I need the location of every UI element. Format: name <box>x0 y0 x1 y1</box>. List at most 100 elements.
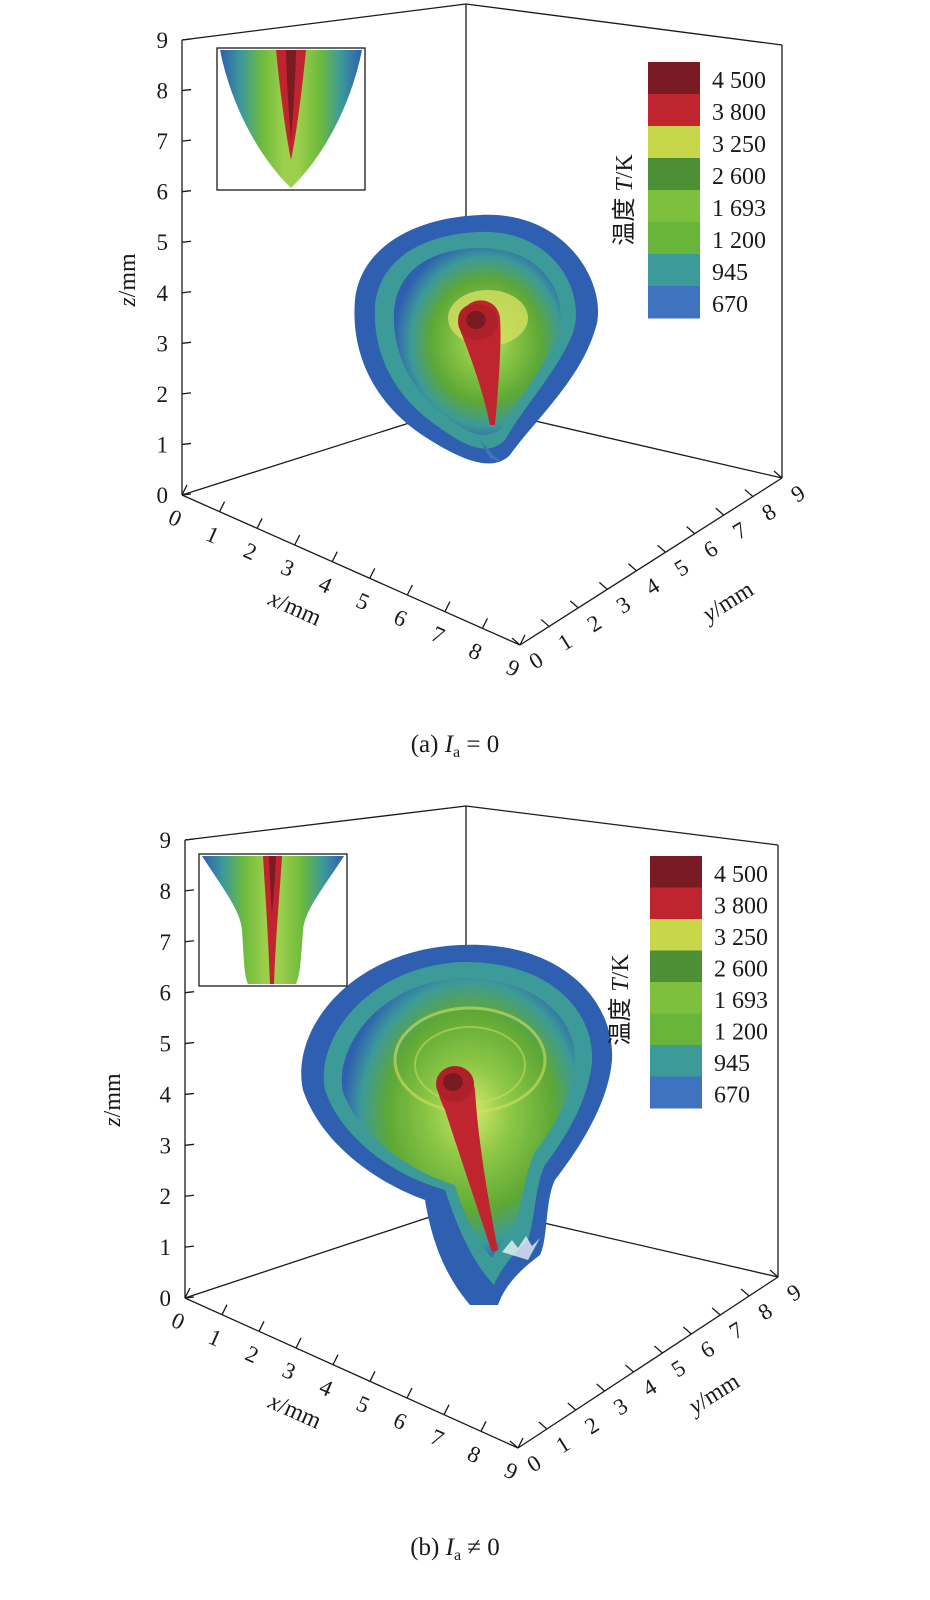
colorbar-swatch <box>648 94 700 127</box>
z-tick <box>184 1143 195 1146</box>
x-tick <box>369 568 376 579</box>
z-tick <box>184 1296 195 1299</box>
z-tick <box>184 1194 195 1197</box>
z-axis-b: 0 1 2 3 4 5 6 7 8 9 <box>160 828 195 1311</box>
z-tick <box>181 139 192 142</box>
y-tick-label: 3 <box>609 1393 632 1420</box>
colorbar-swatch <box>648 62 700 95</box>
colorbar-a: 4 500 3 800 3 250 2 600 1 693 1 200 945 670 温度 … <box>611 62 766 319</box>
colorbar-level-label: 945 <box>714 1051 750 1077</box>
z-tick <box>181 240 192 243</box>
x-tick-label: 4 <box>315 571 336 599</box>
y-tick <box>511 637 521 646</box>
x-tick-label: 5 <box>352 588 373 616</box>
x-tick <box>331 551 338 562</box>
y-tick-label: 3 <box>612 591 635 618</box>
colorbar-swatch <box>650 856 702 888</box>
y-tick-label: 4 <box>641 573 664 601</box>
x-tick <box>480 1421 487 1432</box>
x-tick <box>295 1337 302 1349</box>
z-tick <box>181 88 192 92</box>
colorbar-level-label: 3 800 <box>712 100 766 126</box>
z-tick <box>181 291 192 294</box>
y-tick-label: 8 <box>757 499 780 526</box>
colorbar-swatch <box>650 887 702 920</box>
x-tick <box>256 518 263 529</box>
colorbar-swatch <box>650 1076 702 1109</box>
y-tick-label: 7 <box>725 1317 748 1344</box>
y-tick <box>625 1364 634 1373</box>
x-tick <box>519 634 526 646</box>
colorbar-swatch <box>650 919 702 951</box>
x-tick-label: 7 <box>428 621 449 649</box>
z-tick-label: 4 <box>160 1082 172 1107</box>
y-tick <box>711 1307 721 1316</box>
z-tick-label: 3 <box>157 331 169 356</box>
z-axis-title-a: z/mm <box>115 253 141 308</box>
z-tick-label: 1 <box>160 1235 172 1260</box>
x-tick <box>481 618 489 629</box>
x-tick-label: 9 <box>503 654 524 682</box>
colorbar-swatch <box>648 254 700 287</box>
z-tick-label: 5 <box>157 230 169 255</box>
colorbar-level-label: 4 500 <box>714 862 768 888</box>
y-tick <box>773 470 783 479</box>
colorbar-title-b: 温度 T/K <box>607 954 634 1046</box>
x-tick-label: 7 <box>427 1424 448 1452</box>
x-tick-label: 8 <box>465 638 486 666</box>
z-tick <box>184 991 195 994</box>
colorbar-swatch <box>648 286 700 319</box>
z-tick-label: 2 <box>157 382 169 407</box>
z-tick <box>184 940 195 943</box>
y-tick-label: 1 <box>554 628 577 655</box>
colorbar-swatch <box>648 158 700 191</box>
x-tick <box>218 501 226 512</box>
colorbar-level-label: 1 693 <box>712 196 766 222</box>
y-tick <box>596 1383 606 1392</box>
z-tick <box>184 1245 195 1248</box>
caption-a: (a) Ia = 0 <box>411 731 500 761</box>
z-tick-label: 0 <box>157 483 169 508</box>
x-tick-label: 3 <box>277 554 298 582</box>
colorbar-level-label: 1 200 <box>712 228 766 254</box>
colorbar-level-label: 670 <box>714 1082 750 1108</box>
y-tick-label: 5 <box>670 554 693 581</box>
colorbar-swatch <box>650 1045 702 1077</box>
y-tick <box>769 1269 779 1278</box>
colorbar-level-label: 1 693 <box>714 988 768 1014</box>
y-tick-label: 9 <box>783 1279 806 1306</box>
z-tick <box>184 838 195 841</box>
y-tick <box>567 1402 577 1411</box>
z-tick-label: 1 <box>157 432 169 457</box>
x-tick-label: 0 <box>168 1307 189 1335</box>
z-tick <box>181 38 192 41</box>
x-tick-label: 2 <box>240 538 261 566</box>
colorbar-level-label: 670 <box>712 292 748 318</box>
colorbar-level-label: 4 500 <box>712 68 766 94</box>
x-tick-label: 6 <box>390 1407 411 1435</box>
caption-b: (b) Ia ≠ 0 <box>410 1534 500 1564</box>
y-tick-label: 0 <box>523 1450 546 1477</box>
y-tick <box>540 618 550 627</box>
colorbar-level-label: 3 800 <box>714 893 768 919</box>
z-tick <box>181 190 192 193</box>
y-tick-label: 7 <box>728 517 751 544</box>
y-tick <box>715 507 725 516</box>
z-tick-label: 0 <box>160 1286 172 1311</box>
colorbar-title-a: 温度 T/K <box>611 154 638 246</box>
colorbar-level-label: 2 600 <box>714 956 768 982</box>
z-tick-label: 5 <box>160 1032 172 1057</box>
x-tick <box>181 484 188 496</box>
x-tick <box>258 1321 265 1332</box>
x-tick-label: 0 <box>165 504 186 532</box>
z-tick-label: 9 <box>160 828 172 853</box>
z-tick-label: 4 <box>157 281 169 306</box>
z-axis-a: 0 1 2 3 4 5 6 7 8 9 <box>157 28 192 508</box>
y-tick-label: 2 <box>583 610 606 637</box>
